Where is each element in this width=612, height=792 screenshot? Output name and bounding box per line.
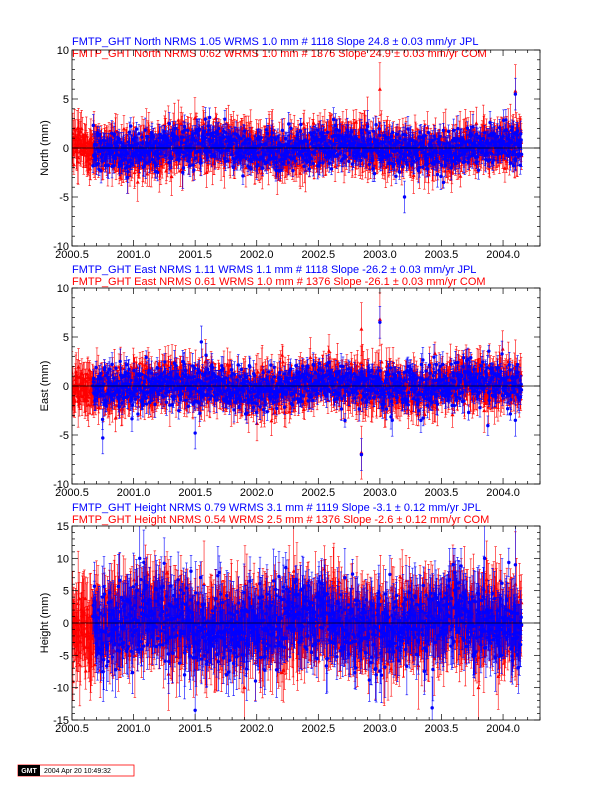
north-com-point (83, 142, 88, 147)
north-com-point (320, 123, 325, 128)
north-com-point (135, 179, 140, 184)
north-com-point (189, 128, 194, 133)
north-y-axis-label: North (mm) (39, 120, 51, 176)
north-com-point (458, 174, 463, 178)
north-series-com (72, 62, 524, 202)
north-com-point (298, 171, 303, 175)
north-com-point (301, 121, 306, 125)
north-com-point (311, 120, 316, 125)
north-com-point (443, 168, 448, 173)
north-header-com: FMTP_GHT North NRMS 0.62 WRMS 1.0 mm # 1… (72, 48, 487, 60)
north-com-point (243, 165, 248, 170)
north-com-point (474, 121, 479, 125)
north-com-point (145, 171, 150, 176)
north-com-point (72, 162, 76, 167)
north-com-point (449, 169, 454, 174)
north-com-point (302, 125, 307, 130)
north-com-point (176, 117, 181, 122)
north-com-point (294, 163, 299, 167)
north-com-point (121, 126, 126, 131)
north-header-jpl: FMTP_GHT North NRMS 1.05 WRMS 1.0 mm # 1… (72, 36, 478, 48)
north-com-point (132, 170, 137, 175)
north-com-point (169, 174, 174, 179)
north-com-point (333, 164, 338, 168)
north-com-point (201, 121, 206, 126)
north-data-marks (72, 62, 524, 214)
north-panel: FMTP_GHT North NRMS 1.05 WRMS 1.0 mm # 1… (39, 36, 541, 261)
north-com-point (75, 159, 80, 164)
